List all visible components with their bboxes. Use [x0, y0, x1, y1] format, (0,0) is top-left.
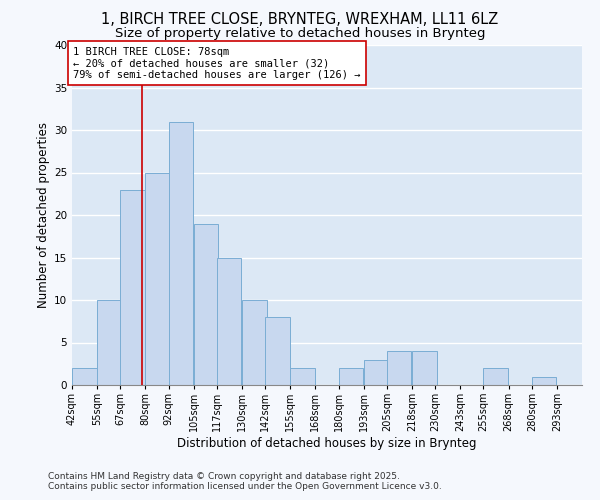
Bar	[290, 368, 315, 385]
Bar	[387, 351, 412, 385]
Bar	[72, 368, 97, 385]
Bar	[217, 258, 241, 385]
Text: Contains HM Land Registry data © Crown copyright and database right 2025.: Contains HM Land Registry data © Crown c…	[48, 472, 400, 481]
Bar	[97, 300, 122, 385]
Bar	[194, 224, 218, 385]
Text: 1 BIRCH TREE CLOSE: 78sqm
← 20% of detached houses are smaller (32)
79% of semi-: 1 BIRCH TREE CLOSE: 78sqm ← 20% of detac…	[73, 46, 361, 80]
Bar	[265, 317, 290, 385]
Bar	[364, 360, 388, 385]
Bar	[412, 351, 437, 385]
Bar	[484, 368, 508, 385]
Bar	[169, 122, 193, 385]
Bar	[145, 172, 170, 385]
Text: 1, BIRCH TREE CLOSE, BRYNTEG, WREXHAM, LL11 6LZ: 1, BIRCH TREE CLOSE, BRYNTEG, WREXHAM, L…	[101, 12, 499, 28]
Bar	[120, 190, 145, 385]
Bar	[242, 300, 266, 385]
Y-axis label: Number of detached properties: Number of detached properties	[37, 122, 50, 308]
Text: Contains public sector information licensed under the Open Government Licence v3: Contains public sector information licen…	[48, 482, 442, 491]
X-axis label: Distribution of detached houses by size in Brynteg: Distribution of detached houses by size …	[177, 437, 477, 450]
Bar	[338, 368, 363, 385]
Text: Size of property relative to detached houses in Brynteg: Size of property relative to detached ho…	[115, 28, 485, 40]
Bar	[532, 376, 556, 385]
